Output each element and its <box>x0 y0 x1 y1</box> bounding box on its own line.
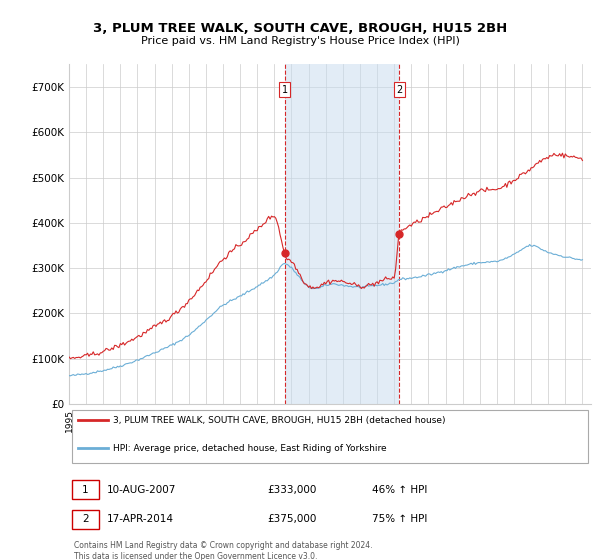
Text: Price paid vs. HM Land Registry's House Price Index (HPI): Price paid vs. HM Land Registry's House … <box>140 36 460 46</box>
Bar <box>284 64 400 404</box>
Text: 3, PLUM TREE WALK, SOUTH CAVE, BROUGH, HU15 2BH (detached house): 3, PLUM TREE WALK, SOUTH CAVE, BROUGH, H… <box>113 416 446 424</box>
Text: Contains HM Land Registry data © Crown copyright and database right 2024.
This d: Contains HM Land Registry data © Crown c… <box>74 542 373 560</box>
FancyBboxPatch shape <box>71 510 99 529</box>
Text: HPI: Average price, detached house, East Riding of Yorkshire: HPI: Average price, detached house, East… <box>113 444 387 452</box>
FancyBboxPatch shape <box>71 410 589 463</box>
Text: 3, PLUM TREE WALK, SOUTH CAVE, BROUGH, HU15 2BH: 3, PLUM TREE WALK, SOUTH CAVE, BROUGH, H… <box>93 22 507 35</box>
Text: 10-AUG-2007: 10-AUG-2007 <box>107 484 176 494</box>
Text: £333,000: £333,000 <box>268 484 317 494</box>
Text: 1: 1 <box>82 484 88 494</box>
Text: £375,000: £375,000 <box>268 514 317 524</box>
Text: 46% ↑ HPI: 46% ↑ HPI <box>372 484 427 494</box>
Text: 75% ↑ HPI: 75% ↑ HPI <box>372 514 427 524</box>
Text: 17-APR-2014: 17-APR-2014 <box>107 514 173 524</box>
Text: 2: 2 <box>396 85 403 95</box>
Text: 2: 2 <box>82 514 88 524</box>
Text: 1: 1 <box>281 85 288 95</box>
FancyBboxPatch shape <box>71 480 99 499</box>
